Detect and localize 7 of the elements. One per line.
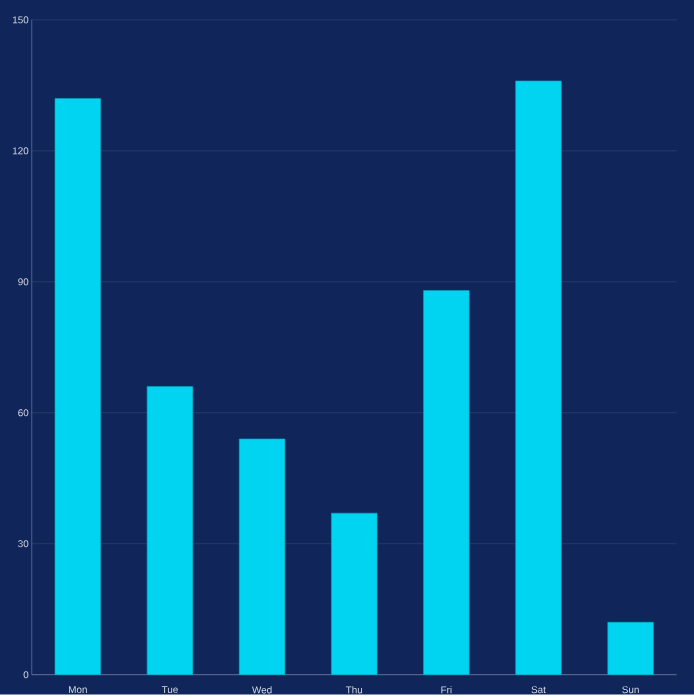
bar [607, 622, 654, 675]
bar [422, 290, 470, 675]
bar [146, 386, 193, 675]
bar [515, 80, 562, 675]
bar [330, 512, 378, 675]
bar [238, 438, 285, 675]
bar [54, 98, 101, 675]
